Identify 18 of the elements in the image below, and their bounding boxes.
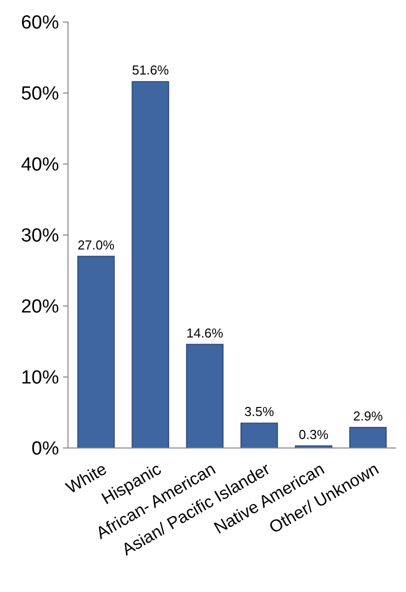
data-label: 2.9% [353,408,384,424]
bar [240,422,278,448]
data-label: 27.0% [78,237,115,252]
y-tick-label: 0% [32,438,60,460]
data-label: 3.5% [244,404,274,420]
y-tick-label: 20% [20,296,60,318]
bar [77,256,115,448]
y-tick-label: 40% [20,154,60,176]
data-label: 0.3% [298,426,329,442]
y-tick-label: 50% [20,84,60,105]
bar [132,81,170,448]
y-tick-label: 60% [20,12,60,34]
data-label: 51.6% [132,62,170,78]
bar [349,426,387,448]
bar [186,344,224,448]
y-tick-label: 10% [20,368,60,389]
y-tick-label: 30% [20,226,60,247]
data-label: 14.6% [186,325,224,340]
